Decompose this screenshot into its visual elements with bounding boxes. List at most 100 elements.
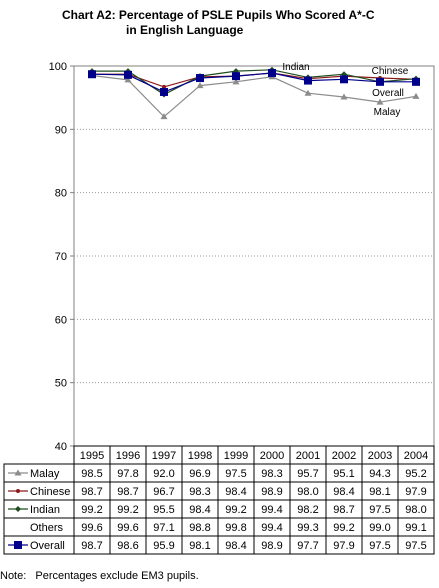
data-label: 98.0 [297, 486, 318, 498]
point-malay [412, 92, 420, 99]
x-tick-label: 1997 [152, 450, 176, 462]
point-overall [412, 77, 420, 86]
point-overall [340, 75, 348, 84]
data-label: 96.9 [189, 468, 210, 480]
point-malay [124, 76, 132, 83]
data-label: 97.7 [297, 540, 318, 552]
x-tick-label: 2001 [296, 450, 320, 462]
legend-key-marker-chinese [16, 489, 20, 493]
data-label: 98.4 [225, 540, 246, 552]
data-label: 98.1 [189, 540, 210, 552]
data-label: 97.5 [369, 540, 390, 552]
data-label: 98.4 [189, 504, 210, 516]
data-label: 98.4 [225, 486, 246, 498]
data-label: 95.5 [153, 504, 174, 516]
data-label: 98.7 [117, 486, 138, 498]
chart-title: Chart A2: Percentage of PSLE Pupils Who … [62, 8, 432, 38]
data-label: 97.8 [117, 468, 138, 480]
point-overall [376, 77, 384, 86]
series-annotation-overall: Overall [372, 88, 404, 99]
legend-key-marker-overall [14, 541, 22, 549]
data-label: 95.9 [153, 540, 174, 552]
point-malay [340, 93, 348, 100]
line-chart: 40 50 60 70 80 90 100 Indian Chinese Overall Malay… [3, 61, 435, 555]
data-label: 99.4 [261, 522, 282, 534]
footnote: Note: Percentages exclude EM3 pupils. [0, 570, 199, 582]
legend-label-overall: Overall [30, 540, 65, 552]
point-malay [196, 82, 204, 89]
series-line-malay [91, 74, 417, 118]
data-label: 99.2 [225, 504, 246, 516]
point-overall [196, 74, 204, 83]
data-label: 95.1 [333, 468, 354, 480]
footnote-text: Percentages exclude EM3 pupils. [35, 570, 199, 582]
legend-label-chinese: Chinese [30, 486, 70, 498]
data-label: 98.0 [405, 504, 426, 516]
y-tick-label: 40 [55, 441, 67, 453]
chart-title-line-1: Chart A2: Percentage of PSLE Pupils Who … [62, 8, 375, 22]
data-label: 92.0 [153, 468, 174, 480]
point-malay [304, 89, 312, 96]
point-overall [304, 76, 312, 85]
legend-label-indian: Indian [30, 504, 60, 516]
data-label: 99.8 [225, 522, 246, 534]
data-label: 98.7 [81, 486, 102, 498]
series-annotation-indian: Indian [282, 62, 309, 73]
data-label: 99.2 [81, 504, 102, 516]
x-tick-label: 1996 [116, 450, 140, 462]
legend-key-marker-malay [14, 469, 22, 476]
x-tick-label: 1998 [188, 450, 212, 462]
data-label: 99.1 [405, 522, 426, 534]
data-label: 98.9 [261, 486, 282, 498]
data-label: 94.3 [369, 468, 390, 480]
data-label: 99.2 [333, 522, 354, 534]
y-tick-label: 80 [55, 188, 67, 200]
data-label: 98.3 [189, 486, 210, 498]
data-label: 99.0 [369, 522, 390, 534]
data-label: 98.6 [117, 540, 138, 552]
data-label: 97.9 [333, 540, 354, 552]
point-overall [124, 70, 132, 79]
x-tick-label: 2002 [332, 450, 356, 462]
data-label: 97.1 [153, 522, 174, 534]
x-tick-label: 1999 [224, 450, 248, 462]
footnote-label: Note: [0, 570, 27, 582]
data-label: 98.5 [81, 468, 102, 480]
data-label: 99.4 [261, 504, 282, 516]
legend-label-others: Others [30, 522, 64, 534]
y-tick-label: 60 [55, 314, 67, 326]
point-overall [160, 87, 168, 96]
data-label: 99.2 [117, 504, 138, 516]
point-malay [160, 113, 168, 120]
chart-title-line-2: in English Language [126, 23, 244, 37]
series-line-overall [91, 72, 416, 93]
point-overall [232, 72, 240, 81]
x-tick-label: 2000 [260, 450, 284, 462]
legend-label-malay: Malay [30, 468, 60, 480]
series-annotation-malay: Malay [374, 107, 401, 118]
y-tick-label: 100 [49, 61, 67, 73]
data-label: 97.5 [405, 540, 426, 552]
x-tick-label: 2003 [368, 450, 392, 462]
data-label: 98.3 [261, 468, 282, 480]
data-label: 98.7 [333, 504, 354, 516]
data-label: 98.9 [261, 540, 282, 552]
data-label: 98.2 [297, 504, 318, 516]
data-label: 98.8 [189, 522, 210, 534]
data-label: 97.9 [405, 486, 426, 498]
series-annotation-chinese: Chinese [372, 66, 409, 77]
data-label: 95.7 [297, 468, 318, 480]
point-malay [376, 98, 384, 105]
legend-key-marker-indian [15, 506, 21, 512]
point-malay [232, 78, 240, 85]
data-label: 99.3 [297, 522, 318, 534]
point-overall [268, 68, 276, 77]
data-label: 99.6 [81, 522, 102, 534]
point-overall [88, 70, 96, 79]
data-label: 98.1 [369, 486, 390, 498]
y-tick-label: 50 [55, 378, 67, 390]
data-label: 95.2 [405, 468, 426, 480]
data-label: 97.5 [225, 468, 246, 480]
x-tick-label: 1995 [80, 450, 104, 462]
data-label: 96.7 [153, 486, 174, 498]
